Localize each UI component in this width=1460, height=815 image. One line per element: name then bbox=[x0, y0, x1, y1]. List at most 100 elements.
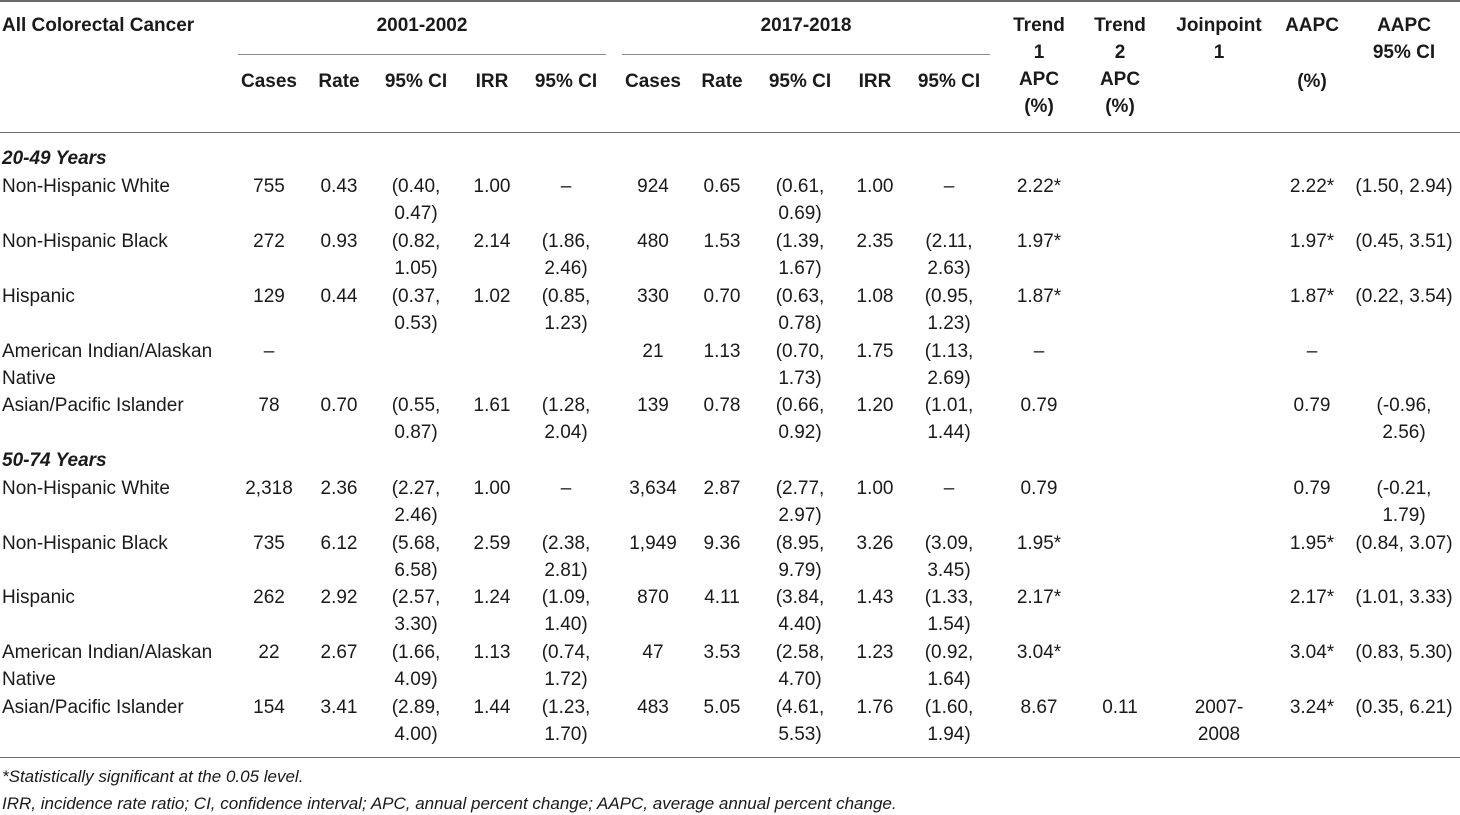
cell-irrci2: (0.95, 1.23) bbox=[924, 286, 974, 334]
cell-irrci1: – bbox=[560, 176, 572, 197]
cell-irrci1: (0.85, 1.23) bbox=[541, 286, 591, 334]
cell-c1: 129 bbox=[253, 286, 285, 307]
cell-ci1: (0.55, 0.87) bbox=[391, 395, 441, 443]
cell-aapc: 0.79 bbox=[1293, 478, 1331, 499]
cell-c1: 2,318 bbox=[245, 478, 293, 499]
cell-aapcci: (-0.96, 2.56) bbox=[1376, 395, 1432, 443]
cell-irr1: 1.24 bbox=[473, 587, 511, 608]
cell-jp: 2007- 2008 bbox=[1194, 697, 1244, 745]
cell-ci1: (0.82, 1.05) bbox=[391, 231, 441, 279]
irr-header-1: IRR bbox=[475, 71, 509, 92]
cell-c2: 47 bbox=[642, 642, 664, 663]
cell-aapc: 1.97* bbox=[1289, 231, 1335, 252]
cell-aapc: 1.87* bbox=[1289, 286, 1335, 307]
cell-ci2: (8.95, 9.79) bbox=[775, 533, 825, 581]
cell-r2: 1.13 bbox=[703, 341, 741, 362]
cell-irr1: 2.59 bbox=[473, 533, 511, 554]
cell-ci2: (0.63, 0.78) bbox=[775, 286, 825, 334]
cell-irr2: 2.35 bbox=[856, 231, 894, 252]
cell-c2: 483 bbox=[637, 697, 669, 718]
cell-c1: 154 bbox=[253, 697, 285, 718]
aapc-unit-header: (%) bbox=[1297, 71, 1327, 92]
header-rule bbox=[0, 132, 1460, 133]
cell-c2: 139 bbox=[637, 395, 669, 416]
cell-c1: – bbox=[263, 341, 275, 362]
cell-irr1: 1.44 bbox=[473, 697, 511, 718]
cell-irrci1: (0.74, 1.72) bbox=[541, 642, 591, 690]
cell-aapcci: (0.22, 3.54) bbox=[1355, 286, 1453, 307]
cell-ci1: (2.57, 3.30) bbox=[391, 587, 441, 635]
cell-ci1: (2.89, 4.00) bbox=[391, 697, 441, 745]
cell-irr1: 1.61 bbox=[473, 395, 511, 416]
cell-t1: – bbox=[1033, 341, 1045, 362]
cell-c1: 755 bbox=[253, 176, 285, 197]
period1-header: 2001-2002 bbox=[376, 15, 468, 36]
cell-irr1: 1.02 bbox=[473, 286, 511, 307]
cell-c2: 924 bbox=[637, 176, 669, 197]
cell-r2: 0.65 bbox=[703, 176, 741, 197]
cell-aapcci: (-0.21, 1.79) bbox=[1376, 478, 1432, 526]
cell-t1: 8.67 bbox=[1020, 697, 1058, 718]
rate-header-1: Rate bbox=[318, 71, 360, 92]
cell-ci2: (3.84, 4.40) bbox=[775, 587, 825, 635]
cases-header-2: Cases bbox=[625, 71, 681, 92]
cell-irrci2: (1.01, 1.44) bbox=[924, 395, 974, 443]
rate-header-2: Rate bbox=[701, 71, 743, 92]
cell-r2: 0.78 bbox=[703, 395, 741, 416]
cell-aapc: 2.17* bbox=[1289, 587, 1335, 608]
footnote-significance: *Statistically significant at the 0.05 l… bbox=[2, 767, 304, 786]
ci-header-2: 95% CI bbox=[768, 71, 832, 92]
section-heading: 20-49 Years bbox=[2, 148, 107, 169]
cell-irr1: 1.00 bbox=[473, 176, 511, 197]
row-group-label: Non-Hispanic Black bbox=[2, 231, 168, 252]
row-group-label: American Indian/Alaskan Native bbox=[2, 642, 213, 690]
cell-aapc: 1.95* bbox=[1289, 533, 1335, 554]
period2-rule bbox=[622, 54, 990, 55]
cell-aapc: 2.22* bbox=[1289, 176, 1335, 197]
cell-ci2: (1.39, 1.67) bbox=[775, 231, 825, 279]
cell-irr2: 1.20 bbox=[856, 395, 894, 416]
cell-irrci2: (3.09, 3.45) bbox=[924, 533, 974, 581]
cell-t1: 3.04* bbox=[1016, 642, 1062, 663]
cell-c2: 870 bbox=[637, 587, 669, 608]
cell-aapc: 0.79 bbox=[1293, 395, 1331, 416]
row-group-label: Non-Hispanic White bbox=[2, 176, 170, 197]
cell-t2: 0.11 bbox=[1102, 697, 1138, 718]
aapc-ci-header: AAPC 95% CI bbox=[1372, 15, 1436, 63]
top-rule bbox=[0, 0, 1460, 2]
cell-irrci2: – bbox=[943, 176, 955, 197]
cell-r1: 0.44 bbox=[320, 286, 358, 307]
cell-ci2: (4.61, 5.53) bbox=[775, 697, 825, 745]
cell-irrci2: (0.92, 1.64) bbox=[924, 642, 974, 690]
cell-aapcci: (0.35, 6.21) bbox=[1355, 697, 1453, 718]
row-group-label: Hispanic bbox=[2, 587, 75, 608]
row-group-label: Asian/Pacific Islander bbox=[2, 697, 184, 718]
irr-ci-header-1: 95% CI bbox=[534, 71, 598, 92]
cell-t1: 2.22* bbox=[1016, 176, 1062, 197]
irr-header-2: IRR bbox=[858, 71, 892, 92]
cell-r1: 0.43 bbox=[320, 176, 358, 197]
cell-aapcci: (0.84, 3.07) bbox=[1355, 533, 1453, 554]
joinpoint-header: Joinpoint 1 bbox=[1176, 15, 1262, 63]
cell-aapc: 3.04* bbox=[1289, 642, 1335, 663]
cell-c2: 330 bbox=[637, 286, 669, 307]
cell-r2: 1.53 bbox=[703, 231, 741, 252]
cell-c2: 480 bbox=[637, 231, 669, 252]
cell-c1: 272 bbox=[253, 231, 285, 252]
cell-irrci1: (1.86, 2.46) bbox=[541, 231, 591, 279]
cell-ci2: (0.61, 0.69) bbox=[775, 176, 825, 224]
cell-ci2: (2.77, 2.97) bbox=[775, 478, 825, 526]
cell-t1: 2.17* bbox=[1016, 587, 1062, 608]
cell-irr2: 1.00 bbox=[856, 478, 894, 499]
cell-r1: 2.92 bbox=[320, 587, 358, 608]
cell-c2: 1,949 bbox=[629, 533, 677, 554]
bottom-rule bbox=[0, 757, 1460, 758]
cell-irrci2: (2.11, 2.63) bbox=[925, 231, 973, 279]
cell-irrci2: (1.13, 2.69) bbox=[924, 341, 974, 389]
cell-t1: 0.79 bbox=[1020, 395, 1058, 416]
cell-ci2: (0.70, 1.73) bbox=[775, 341, 825, 389]
row-group-label: Non-Hispanic White bbox=[2, 478, 170, 499]
cell-c2: 21 bbox=[642, 341, 664, 362]
cell-r2: 0.70 bbox=[703, 286, 741, 307]
cell-irr1: 1.00 bbox=[473, 478, 511, 499]
